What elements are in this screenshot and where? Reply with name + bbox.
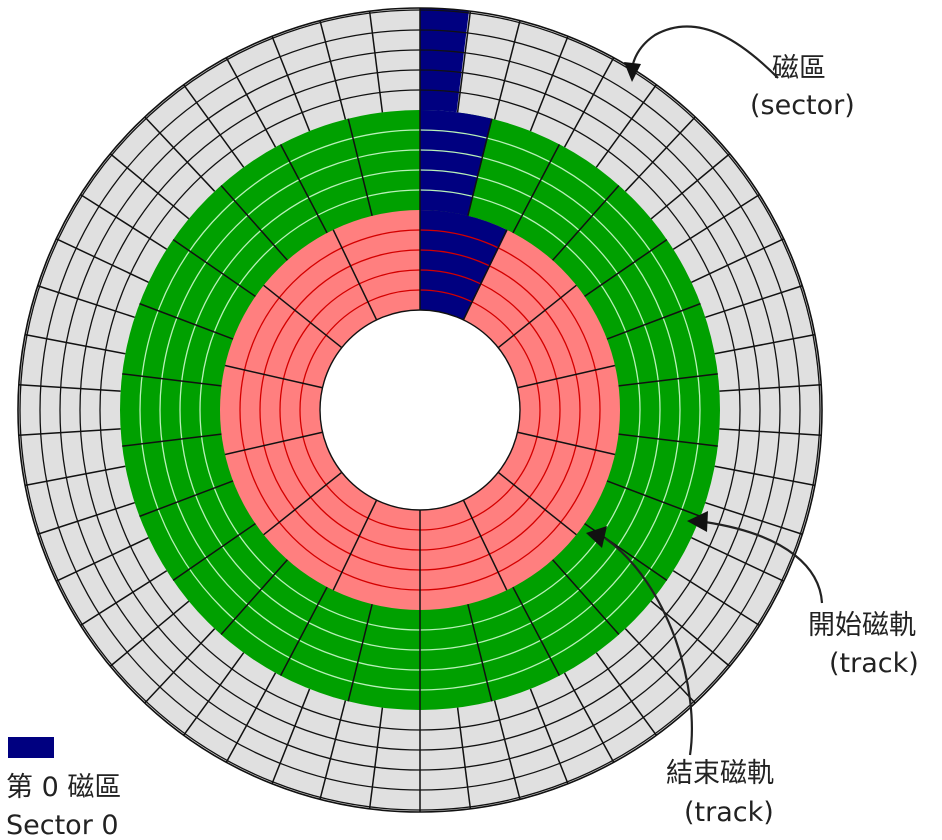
outer-sector-line: [719, 384, 822, 392]
middle-sector-line: [172, 522, 256, 582]
outer-sector-line: [183, 652, 245, 736]
outer-sector-line: [672, 193, 760, 250]
outer-sector-line: [650, 153, 731, 220]
middle-sector-line: [139, 480, 234, 518]
outer-sector-line: [37, 501, 135, 535]
middle-sector-line: [279, 144, 328, 234]
outer-sector-line: [18, 428, 121, 436]
middle-sector-line: [618, 433, 718, 447]
outer-sector-line: [529, 688, 569, 785]
outer-sector-line: [24, 333, 126, 355]
outer-sector-line: [705, 285, 803, 319]
outer-sector-line: [368, 11, 384, 113]
inner-sector-line: [224, 364, 323, 389]
center-hole: [319, 309, 521, 511]
outer-sector-line: [529, 35, 569, 132]
outer-sector-line: [80, 570, 168, 627]
outer-sector-line: [368, 707, 384, 809]
inner-sector-line: [497, 471, 577, 536]
outer-sector-line: [109, 600, 190, 667]
outer-sector-line: [493, 700, 521, 800]
outer-sector-line: [109, 153, 190, 220]
legend-swatch: [8, 737, 54, 758]
middle-sector-line: [347, 118, 373, 216]
middle-sector-line: [552, 559, 620, 636]
outer-sector-line: [456, 11, 472, 113]
inner-sector-line: [517, 431, 616, 456]
inner-sector-line: [462, 229, 508, 321]
outer-sector-line: [691, 537, 785, 582]
inner-sector-line: [517, 364, 616, 389]
arrow-start-track-icon: [687, 511, 824, 604]
inner-sector-line: [263, 471, 343, 536]
inner-sector-line: [263, 284, 343, 349]
outer-sector-line: [80, 193, 168, 250]
outer-sector-line: [24, 465, 126, 487]
outer-sector-line: [714, 465, 816, 487]
middle-sector-line: [122, 373, 222, 387]
outer-sector-line: [705, 501, 803, 535]
middle-sector-line: [139, 302, 234, 340]
outer-sector-line: [691, 238, 785, 283]
inner-sector-line: [332, 499, 378, 591]
outer-sector-line: [624, 116, 696, 192]
middle-sector-line: [467, 604, 493, 702]
outer-sector-line: [624, 628, 696, 704]
outer-sector-line: [225, 672, 277, 763]
middle-sector-line: [122, 433, 222, 447]
middle-sector-line: [606, 302, 701, 340]
outer-sector-line: [319, 700, 347, 800]
outer-sector-line: [563, 57, 615, 148]
inner-sector-line: [462, 499, 508, 591]
start-track-label-en: (track): [829, 648, 919, 679]
outer-edge: [17, 7, 823, 813]
arrow-sector-icon: [624, 25, 779, 82]
middle-sector-line: [220, 184, 288, 261]
outer-sector-line: [595, 652, 657, 736]
sector-label-zh: 磁區: [772, 53, 826, 84]
middle-sector-line: [512, 144, 561, 234]
legend-label-zh: 第 0 磁區: [6, 772, 121, 803]
outer-sector-line: [563, 672, 615, 763]
outer-sector-line: [456, 707, 472, 809]
outer-sector-line: [55, 238, 149, 283]
outer-sector-line: [319, 20, 347, 120]
inner-sector-line: [224, 431, 323, 456]
inner-sector-line: [332, 229, 378, 321]
sector-zero-outer: [420, 8, 469, 113]
middle-sector-line: [347, 604, 373, 702]
outer-sector-line: [225, 57, 277, 148]
end-track-label-en: (track): [684, 797, 774, 828]
middle-sector-line: [172, 238, 256, 298]
start-track-label-zh: 開始磁軌: [808, 610, 916, 641]
sector-label-en: (sector): [750, 90, 855, 121]
middle-sector-line: [220, 559, 288, 636]
middle-sector-line: [552, 184, 620, 261]
outer-sector-line: [144, 628, 216, 704]
middle-sector-line: [512, 586, 561, 676]
middle-sector-line: [606, 480, 701, 518]
outer-sector-line: [18, 384, 121, 392]
inner-sector-line: [497, 284, 577, 349]
outer-sector-line: [271, 688, 311, 785]
outer-sector-line: [595, 84, 657, 168]
outer-sector-line: [55, 537, 149, 582]
middle-sector-line: [467, 118, 493, 216]
outer-sector-line: [37, 285, 135, 319]
outer-sector-line: [493, 20, 521, 120]
outer-sector-line: [719, 428, 822, 436]
outer-sector-line: [714, 333, 816, 355]
disk-platter: [17, 7, 823, 813]
middle-sector-line: [584, 238, 668, 298]
outer-sector-line: [672, 570, 760, 627]
legend-label-en: Sector 0: [6, 810, 119, 840]
arrow-end-track-icon: [586, 526, 693, 756]
outer-sector-line: [144, 116, 216, 192]
middle-sector-line: [618, 373, 718, 387]
outer-sector-line: [271, 35, 311, 132]
outer-sector-line: [183, 84, 245, 168]
middle-sector-line: [279, 586, 328, 676]
end-track-label-zh: 結束磁軌: [666, 758, 774, 789]
